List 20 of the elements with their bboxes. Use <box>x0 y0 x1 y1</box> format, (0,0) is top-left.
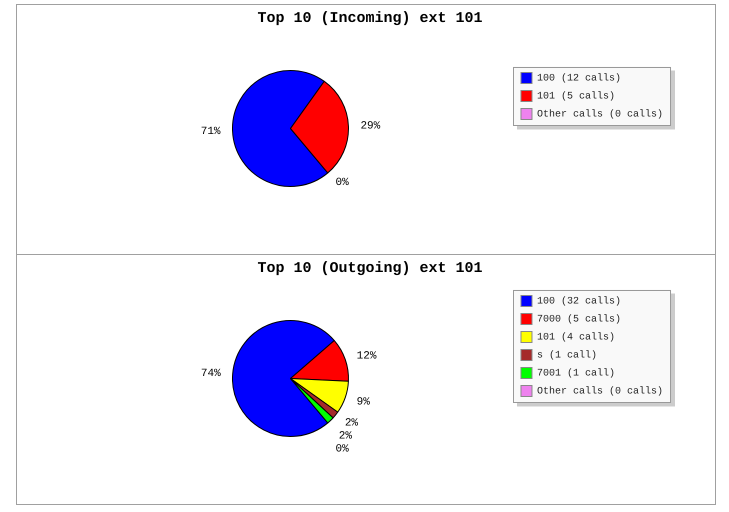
legend-label: Other calls (0 calls) <box>536 386 664 398</box>
text: 0% <box>335 177 349 190</box>
chart-title: Top 10 (Outgoing) ext 101 <box>257 260 483 277</box>
data-label: 2% <box>344 418 358 430</box>
legend-label: 7001 (1 call) <box>536 368 615 380</box>
legend-label: 100 (32 calls) <box>536 296 621 308</box>
data-label: 2% <box>338 430 352 443</box>
data-label: 12% <box>356 350 377 363</box>
legend-label: s (1 call) <box>536 350 597 362</box>
chart-title: Top 10 (Incoming) ext 101 <box>257 10 483 27</box>
legend-label: Other calls (0 calls) <box>536 108 664 121</box>
legend-label: 7000 (5 calls) <box>536 314 621 326</box>
text: 0% <box>335 444 349 456</box>
legend-label: 101 (5 calls) <box>536 90 615 103</box>
data-label: 71% <box>200 126 221 138</box>
data-label: 9% <box>356 396 370 408</box>
data-label: 29% <box>360 120 381 133</box>
legend-label: 101 (4 calls) <box>536 332 615 344</box>
data-label: 74% <box>200 368 222 380</box>
legend-label: 100 (12 calls) <box>536 72 621 85</box>
